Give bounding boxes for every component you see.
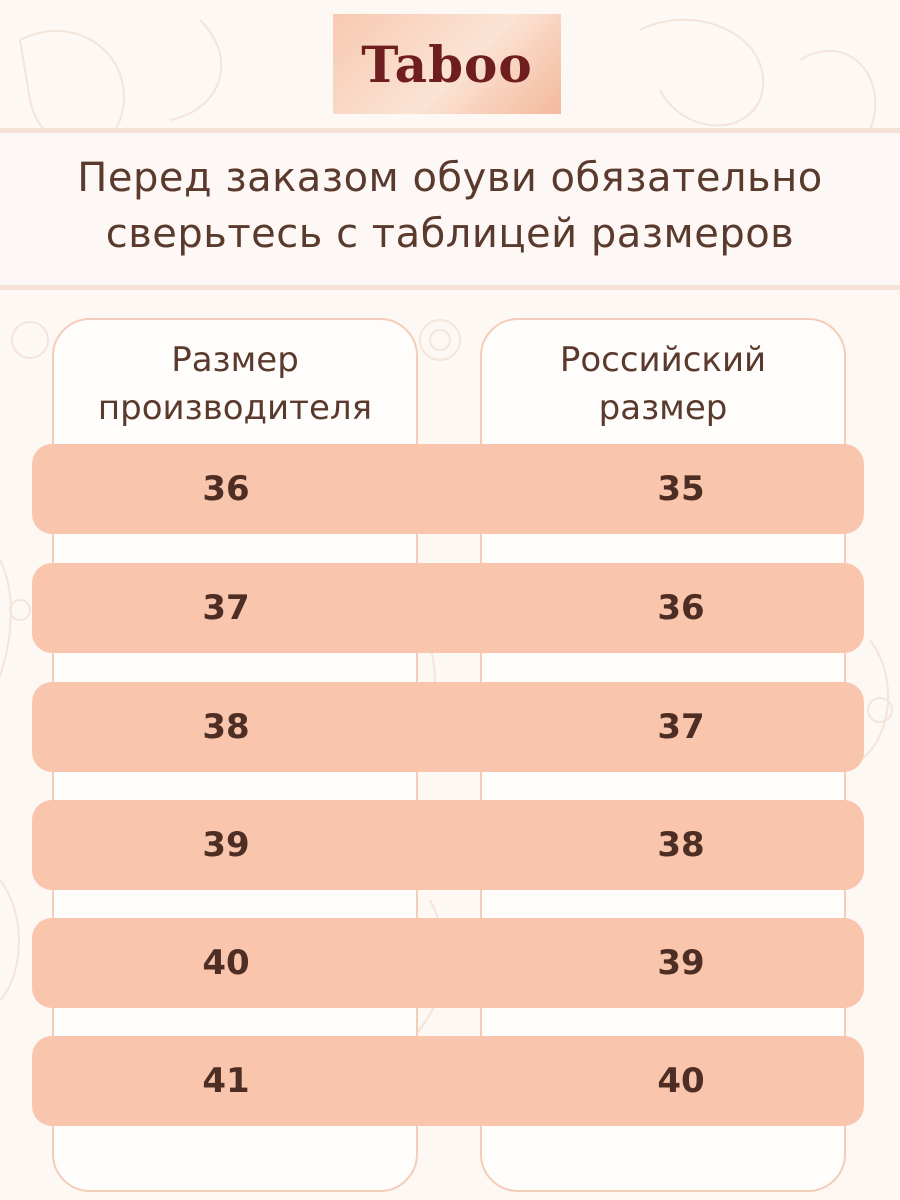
manufacturer-header-line-2: производителя: [97, 388, 373, 428]
size-row: 36 35: [32, 444, 864, 534]
size-row: 39 38: [32, 800, 864, 890]
manufacturer-size-cell: 37: [202, 588, 250, 628]
manufacturer-size-cell: 36: [202, 469, 250, 509]
brand-logo: Taboo: [333, 14, 561, 114]
russian-size-cell: 36: [657, 588, 705, 628]
size-row: 37 36: [32, 563, 864, 653]
size-row: 40 39: [32, 918, 864, 1008]
manufacturer-header-line-1: Размер: [171, 340, 299, 380]
russian-size-cell: 38: [657, 825, 705, 865]
headline-band: [0, 128, 900, 290]
manufacturer-size-cell: 40: [202, 943, 250, 983]
size-row: 41 40: [32, 1036, 864, 1126]
russian-header-line-1: Российский: [559, 340, 767, 380]
russian-header-line-2: размер: [598, 388, 728, 428]
russian-size-cell: 37: [657, 707, 705, 747]
headline-line-2: сверьтесь с таблицей размеров: [105, 211, 795, 257]
russian-size-cell: 39: [657, 943, 705, 983]
headline: Перед заказом обуви обязательно сверьтес…: [0, 150, 900, 262]
manufacturer-size-cell: 38: [202, 707, 250, 747]
brand-name: Taboo: [361, 34, 533, 94]
russian-size-cell: 35: [657, 469, 705, 509]
russian-size-header: Российский размер: [480, 336, 846, 432]
manufacturer-size-header: Размер производителя: [52, 336, 418, 432]
manufacturer-size-cell: 39: [202, 825, 250, 865]
manufacturer-size-cell: 41: [202, 1061, 250, 1101]
russian-size-cell: 40: [657, 1061, 705, 1101]
headline-line-1: Перед заказом обуви обязательно: [77, 155, 823, 201]
size-row: 38 37: [32, 682, 864, 772]
